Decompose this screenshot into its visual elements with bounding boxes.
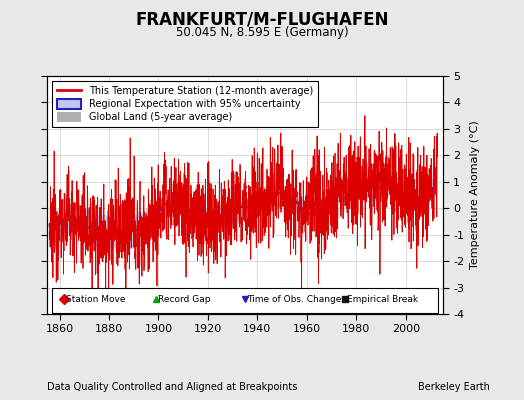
Y-axis label: Temperature Anomaly (°C): Temperature Anomaly (°C)	[470, 121, 480, 269]
Text: FRANKFURT/M-FLUGHAFEN: FRANKFURT/M-FLUGHAFEN	[135, 10, 389, 28]
Text: 50.045 N, 8.595 E (Germany): 50.045 N, 8.595 E (Germany)	[176, 26, 348, 39]
Text: Empirical Break: Empirical Break	[347, 295, 418, 304]
Text: Data Quality Controlled and Aligned at Breakpoints: Data Quality Controlled and Aligned at B…	[47, 382, 298, 392]
Text: Record Gap: Record Gap	[158, 295, 211, 304]
Bar	[52, 288, 438, 313]
Legend: This Temperature Station (12-month average), Regional Expectation with 95% uncer: This Temperature Station (12-month avera…	[52, 81, 318, 127]
Text: Time of Obs. Change: Time of Obs. Change	[247, 295, 341, 304]
Text: Berkeley Earth: Berkeley Earth	[418, 382, 490, 392]
Text: Station Move: Station Move	[66, 295, 125, 304]
